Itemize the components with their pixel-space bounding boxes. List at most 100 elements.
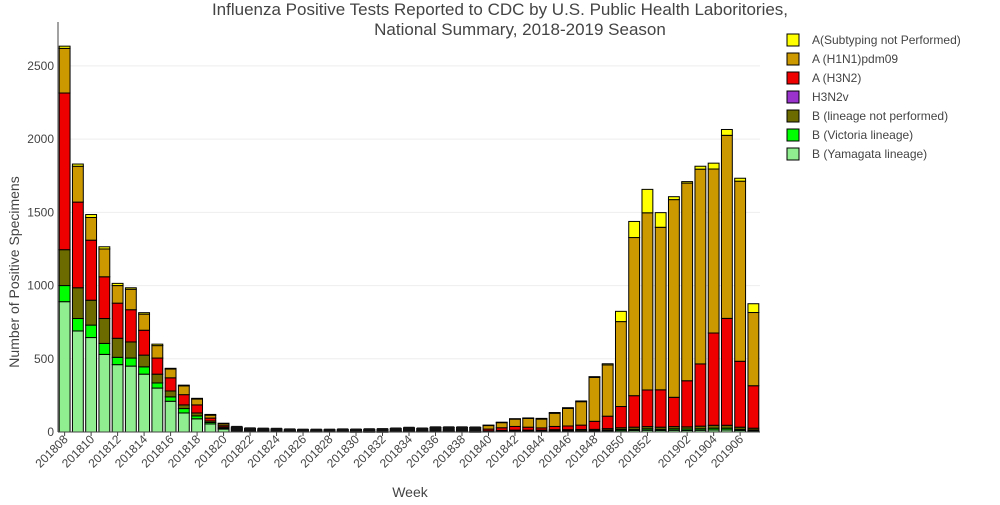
legend-item[interactable]: B (lineage not performed) — [786, 109, 948, 123]
bar-stack-201834[interactable] — [403, 426, 415, 433]
bar-stack-201815[interactable] — [151, 343, 164, 433]
bar-segment[interactable] — [614, 321, 627, 408]
bar-segment[interactable] — [124, 365, 137, 433]
bar-stack-201840[interactable] — [482, 424, 495, 433]
bar-segment[interactable] — [58, 249, 71, 287]
bar-segment[interactable] — [509, 418, 521, 420]
bar-segment-small[interactable] — [337, 428, 349, 432]
bar-segment[interactable] — [217, 422, 230, 425]
bar-stack-201842[interactable] — [509, 418, 521, 433]
bar-segment[interactable] — [177, 384, 190, 387]
bar-segment[interactable] — [747, 385, 760, 429]
bar-segment[interactable] — [548, 412, 561, 414]
bar-segment[interactable] — [71, 318, 84, 332]
bar-segment[interactable] — [720, 317, 733, 426]
bar-stack-201810[interactable] — [85, 214, 98, 433]
bar-segment-small[interactable] — [271, 427, 282, 432]
bar-segment[interactable] — [734, 360, 747, 428]
bar-stack-201833[interactable] — [389, 427, 402, 433]
bar-segment-small[interactable] — [231, 425, 243, 432]
bar-stack-201822[interactable] — [244, 427, 256, 433]
bar-segment[interactable] — [164, 367, 177, 370]
bar-segment[interactable] — [164, 390, 177, 398]
legend-item[interactable]: A (H1N1)pdm09 — [786, 52, 898, 66]
bar-segment-small[interactable] — [443, 426, 455, 432]
bar-segment[interactable] — [85, 214, 98, 218]
bar-segment[interactable] — [191, 418, 204, 433]
bar-segment[interactable] — [177, 404, 190, 410]
legend-item[interactable]: A (H3N2) — [786, 71, 861, 85]
bar-segment[interactable] — [588, 420, 601, 430]
bar-segment[interactable] — [667, 199, 680, 398]
bar-segment[interactable] — [85, 299, 98, 326]
bar-stack-201814[interactable] — [138, 312, 151, 433]
bar-segment[interactable] — [628, 237, 641, 397]
bar-stack-201904[interactable] — [707, 162, 720, 433]
bar-segment[interactable] — [707, 332, 720, 426]
bar-segment[interactable] — [138, 329, 151, 356]
bar-segment[interactable] — [58, 47, 71, 94]
bar-stack-201835[interactable] — [416, 427, 429, 433]
bar-segment[interactable] — [509, 418, 521, 427]
bar-stack-201850[interactable] — [614, 310, 627, 433]
bar-segment[interactable] — [614, 310, 627, 323]
bar-segment[interactable] — [535, 418, 548, 429]
bar-segment[interactable] — [734, 180, 747, 362]
bar-segment[interactable] — [522, 417, 535, 419]
bar-segment[interactable] — [495, 422, 508, 429]
bar-stack-201849[interactable] — [601, 363, 614, 433]
bar-stack-201841[interactable] — [495, 421, 508, 433]
bar-segment[interactable] — [601, 364, 614, 417]
bar-segment[interactable] — [164, 400, 177, 433]
bar-segment[interactable] — [588, 376, 601, 422]
bar-segment[interactable] — [562, 407, 574, 427]
bar-segment[interactable] — [85, 216, 98, 241]
bar-segment[interactable] — [641, 188, 654, 214]
bar-segment[interactable] — [98, 276, 111, 320]
bar-segment[interactable] — [111, 364, 124, 433]
bar-segment[interactable] — [58, 301, 71, 433]
bar-segment-small[interactable] — [430, 426, 441, 432]
bar-segment[interactable] — [111, 302, 124, 339]
bar-stack-201816[interactable] — [164, 367, 177, 433]
bar-segment[interactable] — [151, 373, 164, 384]
bar-segment[interactable] — [628, 395, 641, 428]
bar-segment-small[interactable] — [350, 428, 362, 432]
bar-segment[interactable] — [111, 356, 124, 366]
bar-segment[interactable] — [177, 408, 190, 414]
bar-segment[interactable] — [58, 45, 71, 49]
bar-segment[interactable] — [548, 412, 561, 427]
bar-segment[interactable] — [138, 373, 151, 433]
bar-stack-201845[interactable] — [548, 412, 561, 433]
bar-segment[interactable] — [191, 397, 204, 400]
bar-segment-small[interactable] — [257, 427, 269, 432]
bar-segment[interactable] — [707, 168, 720, 334]
bar-segment[interactable] — [124, 357, 137, 367]
bar-segment[interactable] — [138, 354, 151, 368]
bar-segment[interactable] — [98, 246, 111, 250]
bar-stack-201824[interactable] — [270, 427, 283, 433]
bar-segment[interactable] — [654, 389, 667, 428]
bar-stack-201808[interactable] — [58, 45, 71, 433]
bar-stack-201811[interactable] — [98, 246, 111, 433]
bar-segment[interactable] — [575, 400, 588, 403]
bar-segment[interactable] — [191, 404, 204, 414]
bar-segment[interactable] — [177, 412, 190, 433]
bar-segment[interactable] — [138, 313, 151, 331]
bar-segment[interactable] — [535, 417, 548, 420]
legend-item[interactable]: B (Victoria lineage) — [786, 128, 913, 142]
bar-segment[interactable] — [495, 421, 508, 424]
legend-item[interactable]: H3N2v — [786, 90, 849, 104]
bar-segment-small[interactable] — [284, 428, 296, 432]
bar-stack-201901[interactable] — [667, 196, 680, 433]
bar-stack-201823[interactable] — [257, 427, 270, 433]
bar-segment[interactable] — [509, 425, 521, 431]
bar-segment-small[interactable] — [310, 428, 322, 432]
bar-segment[interactable] — [98, 318, 111, 344]
bar-segment-small[interactable] — [469, 426, 481, 432]
bar-segment[interactable] — [58, 92, 71, 251]
bar-segment[interactable] — [177, 394, 190, 406]
bar-segment[interactable] — [694, 168, 707, 365]
bar-segment[interactable] — [191, 398, 204, 406]
bar-segment[interactable] — [98, 342, 111, 355]
